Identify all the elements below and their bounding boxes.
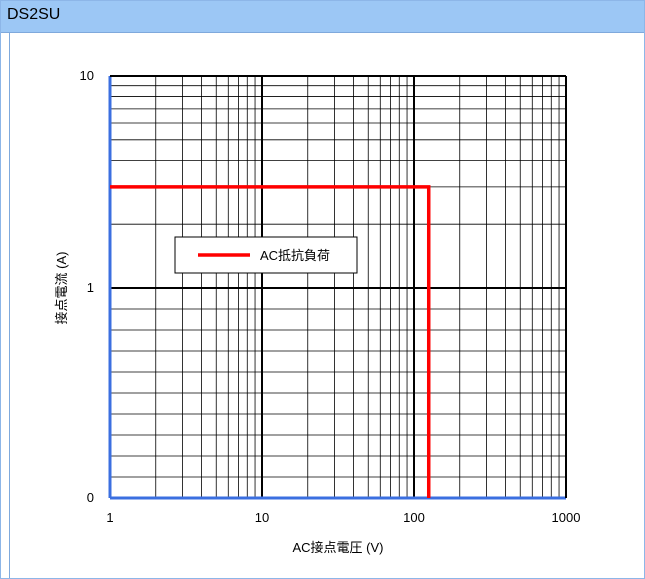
series-line-ac-resistive	[110, 185, 431, 498]
panel-title: DS2SU	[7, 6, 61, 23]
y-axis-label: 接点電流 (A)	[54, 252, 69, 325]
legend-label-ac-resistive: AC抵抗負荷	[260, 248, 330, 263]
x-tick-label: 1	[106, 510, 113, 525]
panel-divider	[9, 33, 10, 578]
y-tick-label: 1	[87, 280, 94, 295]
chart-grid	[110, 76, 566, 498]
x-tick-label: 100	[403, 510, 425, 525]
chart-series	[110, 185, 431, 498]
x-tick-label: 1000	[552, 510, 581, 525]
x-axis-label: AC接点電圧 (V)	[292, 540, 383, 555]
panel-title-bar: DS2SU	[1, 1, 644, 33]
chart-axes	[108, 75, 567, 500]
y-tick-label: 0	[87, 490, 94, 505]
chart-legend: AC抵抗負荷	[174, 236, 358, 274]
x-tick-label: 10	[255, 510, 269, 525]
y-tick-label: 10	[80, 68, 94, 83]
